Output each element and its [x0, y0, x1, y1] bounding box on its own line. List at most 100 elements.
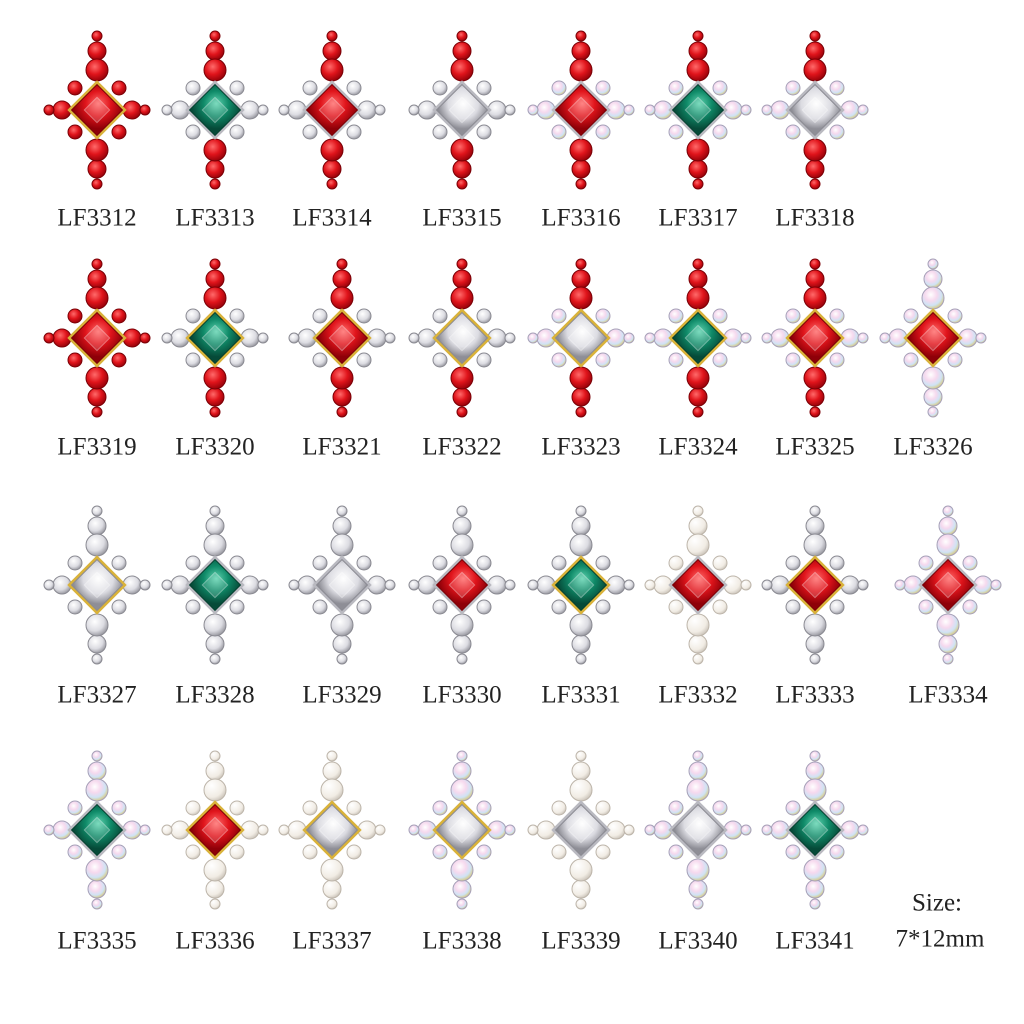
stone: [452, 159, 472, 179]
stone: [67, 599, 83, 615]
stone: [312, 599, 328, 615]
stone: [668, 124, 684, 140]
stone: [278, 104, 290, 116]
stone: [43, 579, 55, 591]
center-facet: [684, 324, 712, 352]
stone: [111, 80, 127, 96]
stone: [278, 824, 290, 836]
stone: [686, 778, 710, 802]
item-label: LF3317: [658, 205, 737, 232]
stone: [209, 750, 221, 762]
stone: [432, 844, 448, 860]
stone: [450, 138, 474, 162]
stone: [91, 258, 103, 270]
item-label: LF3331: [541, 682, 620, 709]
center-stone: [554, 83, 608, 137]
stone: [203, 58, 227, 82]
stone: [569, 533, 593, 557]
stone: [571, 159, 591, 179]
charm: [879, 258, 987, 418]
center-stone: [906, 311, 960, 365]
stone: [575, 178, 587, 190]
stone: [111, 124, 127, 140]
stone: [712, 844, 728, 860]
stone: [644, 332, 656, 344]
stone: [408, 104, 420, 116]
stone: [203, 286, 227, 310]
stone: [85, 778, 109, 802]
stone: [809, 505, 821, 517]
stone: [805, 634, 825, 654]
charm: [161, 750, 269, 910]
stone: [185, 308, 201, 324]
center-stone: [70, 83, 124, 137]
center-facet: [318, 816, 346, 844]
stone: [692, 406, 704, 418]
stone: [91, 178, 103, 190]
stone: [185, 80, 201, 96]
stone: [938, 516, 958, 536]
stone: [644, 579, 656, 591]
item-label: LF3322: [422, 434, 501, 461]
center-stone: [671, 558, 725, 612]
stone: [927, 258, 939, 270]
center-facet: [448, 96, 476, 124]
center-stone: [188, 558, 242, 612]
stone: [571, 761, 591, 781]
stone: [205, 516, 225, 536]
stone: [139, 104, 151, 116]
stone: [87, 761, 107, 781]
stone: [87, 634, 107, 654]
item-label: LF3327: [57, 682, 136, 709]
item-label: LF3340: [658, 928, 737, 955]
stone: [209, 178, 221, 190]
stone: [91, 406, 103, 418]
stone: [87, 879, 107, 899]
stone: [803, 138, 827, 162]
stone: [595, 599, 611, 615]
stone: [67, 308, 83, 324]
stone: [785, 844, 801, 860]
stone: [356, 352, 372, 368]
stone: [476, 308, 492, 324]
stone: [450, 858, 474, 882]
charm: [43, 258, 151, 418]
stone: [569, 778, 593, 802]
stone: [43, 332, 55, 344]
stone: [805, 159, 825, 179]
stone: [962, 555, 978, 571]
stone: [595, 124, 611, 140]
center-stone: [70, 558, 124, 612]
stone: [356, 599, 372, 615]
stone: [692, 653, 704, 665]
center-stone: [315, 558, 369, 612]
stone: [85, 366, 109, 390]
center-facet: [83, 324, 111, 352]
stone: [312, 555, 328, 571]
stone: [740, 579, 752, 591]
center-stone: [554, 803, 608, 857]
stone: [67, 555, 83, 571]
stone: [450, 533, 474, 557]
stone: [569, 858, 593, 882]
stone: [692, 258, 704, 270]
stone: [688, 41, 708, 61]
stone: [346, 80, 362, 96]
charm: [408, 30, 516, 190]
stone: [785, 800, 801, 816]
stone: [740, 824, 752, 836]
stone: [111, 555, 127, 571]
stone: [921, 366, 945, 390]
stone: [688, 879, 708, 899]
center-facet: [201, 96, 229, 124]
stone: [450, 366, 474, 390]
size-title: Size:: [912, 890, 962, 917]
stone: [761, 104, 773, 116]
stone: [67, 352, 83, 368]
stone: [91, 30, 103, 42]
center-stone: [435, 803, 489, 857]
stone: [809, 750, 821, 762]
stone: [785, 80, 801, 96]
stone: [927, 406, 939, 418]
